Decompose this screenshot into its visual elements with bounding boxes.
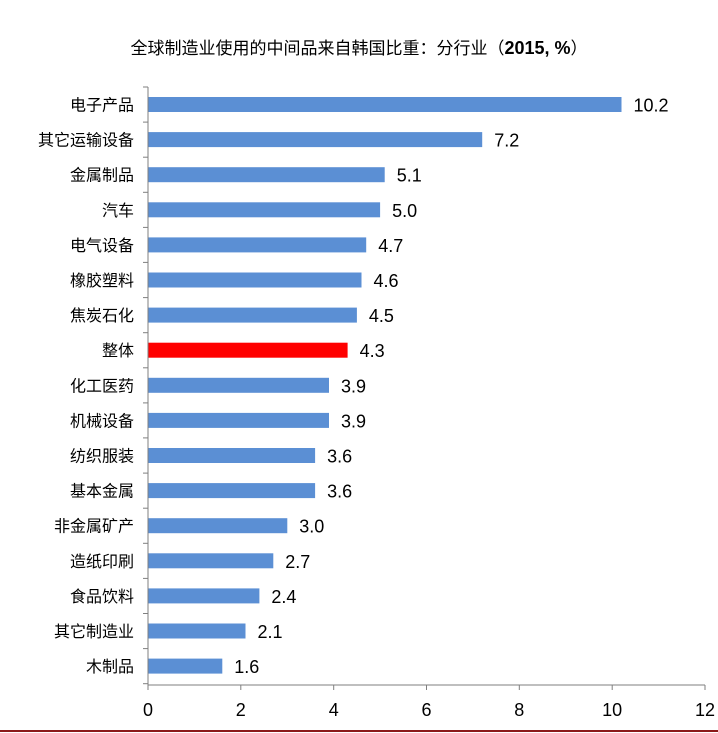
bar-7 (148, 307, 357, 323)
bar-13 (148, 518, 288, 534)
category-labels-group: 电子产品其它运输设备金属制品汽车电气设备橡胶塑料焦炭石化整体化工医药机械设备纺织… (38, 96, 134, 677)
category-label: 木制品 (86, 657, 134, 676)
bar-11 (148, 448, 316, 463)
bars-group (148, 97, 622, 674)
x-tick-label: 12 (695, 700, 715, 720)
value-labels-group: 10.27.25.15.04.74.64.54.33.93.93.63.63.0… (234, 96, 668, 678)
value-label: 3.9 (341, 376, 366, 396)
bar-15 (148, 588, 260, 604)
category-label: 造纸印刷 (70, 552, 134, 571)
category-label: 其它制造业 (54, 622, 134, 641)
bar-5 (148, 237, 367, 253)
bar-1 (148, 97, 622, 112)
category-label: 食品饮料 (70, 587, 134, 606)
value-label: 5.1 (397, 166, 422, 186)
bar-6 (148, 272, 362, 288)
value-label: 4.5 (369, 306, 394, 326)
bar-4 (148, 202, 381, 218)
x-tick-label: 2 (236, 700, 246, 720)
x-tick-label: 0 (143, 700, 153, 720)
category-label: 其它运输设备 (38, 131, 134, 150)
chart-title-main: 全球制造业使用的中间品来自韩国比重：分行业（ (130, 38, 504, 59)
bar-14 (148, 553, 274, 569)
bar-3 (148, 167, 385, 183)
value-label: 4.7 (378, 236, 403, 256)
bar-9 (148, 377, 329, 393)
value-label: 4.3 (360, 341, 385, 361)
bar-2 (148, 132, 483, 148)
bar-17 (148, 658, 223, 674)
value-label: 3.6 (327, 447, 352, 467)
chart-title-emphasis: 2015, % (504, 38, 570, 58)
category-label: 化工医药 (70, 376, 134, 395)
bar-8 (148, 342, 348, 358)
value-label: 1.6 (234, 657, 259, 677)
value-label: 3.0 (299, 517, 324, 537)
category-label: 汽车 (102, 201, 134, 220)
x-tick-label: 10 (602, 700, 622, 720)
category-label: 纺织服装 (70, 447, 134, 466)
category-label: 橡胶塑料 (70, 271, 134, 290)
chart-title-close: ） (571, 39, 588, 59)
category-label: 电子产品 (70, 96, 134, 115)
value-label: 2.1 (258, 622, 283, 642)
x-tick-label: 8 (514, 700, 524, 720)
bar-12 (148, 483, 316, 499)
category-label: 电气设备 (70, 236, 134, 255)
value-label: 4.6 (374, 271, 399, 291)
value-label: 7.2 (494, 131, 519, 151)
category-label: 非金属矿产 (54, 517, 134, 536)
chart-title: 全球制造业使用的中间品来自韩国比重：分行业（2015, %） (130, 38, 587, 59)
bar-16 (148, 623, 246, 639)
value-label: 2.7 (285, 552, 310, 572)
value-label: 2.4 (271, 587, 296, 607)
category-label: 焦炭石化 (70, 306, 134, 325)
bar-10 (148, 412, 329, 428)
value-label: 3.6 (327, 482, 352, 502)
category-label: 金属制品 (70, 166, 134, 185)
x-tick-label: 6 (421, 700, 431, 720)
value-label: 10.2 (634, 96, 669, 116)
axes-group: 0 2 4 6 8 10 12 (143, 86, 715, 720)
category-label: 机械设备 (70, 411, 134, 430)
value-label: 3.9 (341, 411, 366, 431)
category-label: 基本金属 (70, 482, 134, 501)
x-tick-label: 4 (329, 700, 339, 720)
value-label: 5.0 (392, 201, 417, 221)
category-label: 整体 (102, 341, 134, 360)
